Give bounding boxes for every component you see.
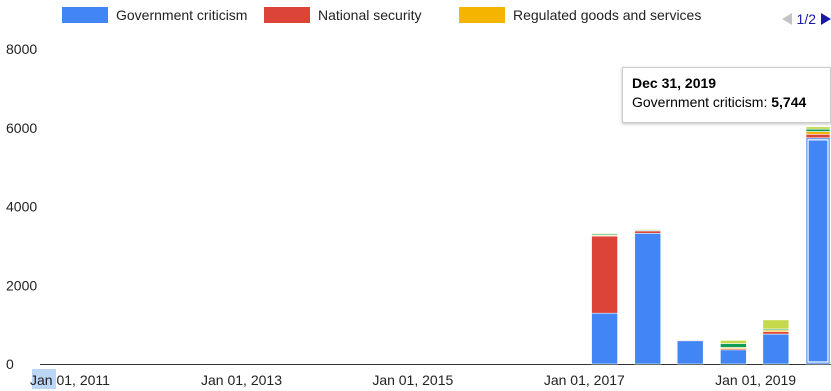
bar-2017-06-30-series-1 [591,235,618,314]
x-tick-label-1: Jan 01, 2013 [201,372,282,388]
y-tick-label-4000: 4000 [6,199,37,215]
tooltip: Dec 31, 2019 Government criticism: 5,744 [622,67,831,123]
x-tick-label-2: Jan 01, 2015 [372,372,453,388]
bar-2018-12-31-series-3 [720,343,747,348]
bars [591,126,831,365]
legend: Government criticism National security R… [0,4,831,27]
tooltip-date: Dec 31, 2019 [632,75,717,91]
bar-2017-06-30-series-0 [591,312,618,365]
x-tick-highlight [31,369,56,389]
tooltip-value: 5,744 [771,94,807,110]
bar-2017-12-31-series-4 [634,228,662,231]
y-tick-label-2000: 2000 [6,277,37,293]
bar-2019-12-31-series-0 [805,137,831,365]
bar-2019-12-31-series-2 [805,131,831,135]
bar-2019-12-31-series-4 [805,126,831,130]
next-page-arrow-icon[interactable] [821,13,831,25]
y-tick-label-6000: 6000 [6,120,37,136]
bar-2019-12-31-series-1 [805,133,831,139]
bar-2019-06-30-series-4 [762,319,790,330]
bar-2017-12-31-series-1 [634,230,662,234]
legend-swatch-regulated-goods [459,7,505,23]
bar-2018-12-31-series-4 [720,340,747,344]
bar-2019-06-30-series-0 [762,333,790,365]
bar-2019-12-31-series-3 [805,128,831,132]
legend-item-regulated-goods[interactable]: Regulated goods and services [459,7,701,23]
legend-swatch-government-criticism [62,7,108,23]
legend-swatch-national-security [264,7,310,23]
x-tick-label-0: Jan 01, 2011 [30,372,110,388]
legend-item-national-security[interactable]: National security [264,7,422,23]
bar-2018-12-31-series-0 [720,349,747,365]
legend-pager: 1/2 [781,11,831,27]
previous-page-arrow-icon[interactable] [781,13,792,25]
legend-label-government-criticism: Government criticism [116,7,248,23]
legend-label-regulated-goods: Regulated goods and services [513,7,702,23]
bar-2018-06-30-series-0 [676,340,704,365]
legend-item-government-criticism[interactable]: Government criticism [62,7,247,23]
bar-2019-06-30-series-1 [762,331,790,335]
bar-highlight-outline [807,139,829,363]
tooltip-series-label: Government criticism: [632,94,768,110]
legend-page-indicator: 1/2 [796,11,816,27]
y-tick-label-8000: 8000 [6,41,37,57]
x-axis: Jan 01, 2011 Jan 01, 2013 Jan 01, 2015 Jan … [30,364,831,389]
x-tick-label-3: Jan 01, 2017 [544,372,625,388]
y-axis: 0 2000 4000 6000 8000 [6,41,37,372]
bar-2017-06-30-series-4 [591,232,618,235]
y-tick-label-0: 0 [6,356,14,372]
bar-2017-12-31-series-0 [634,232,662,365]
legend-label-national-security: National security [318,7,422,23]
x-tick-label-4: Jan 01, 2019 [715,372,796,388]
